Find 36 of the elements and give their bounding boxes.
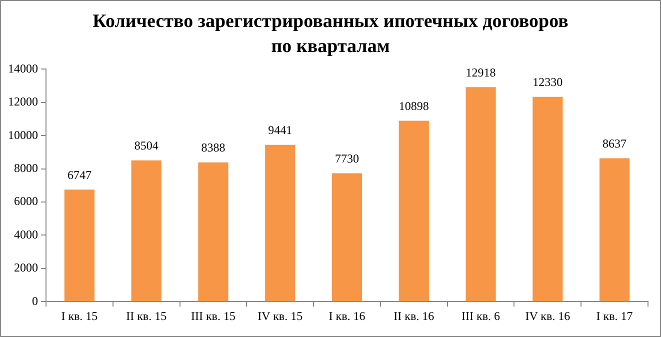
x-tick-label: I кв. 17 (596, 308, 633, 323)
y-tick-label: 8000 (14, 160, 38, 175)
bar (64, 190, 94, 302)
bar (466, 87, 496, 302)
y-tick-label: 2000 (14, 260, 38, 275)
bar (265, 144, 296, 302)
y-tick-label: 4000 (14, 227, 38, 242)
x-tick-label: II кв. 16 (394, 308, 434, 323)
x-tick-label: I кв. 15 (61, 308, 98, 323)
x-tick-label: III кв. 15 (190, 308, 236, 323)
x-tick-label: I кв. 16 (328, 308, 366, 323)
data-label: 6747 (67, 168, 92, 182)
bar (398, 120, 429, 302)
data-label: 12330 (532, 75, 563, 90)
chart-title: Количество зарегистрированных ипотечных договоров по кварталам (92, 10, 570, 59)
y-tick-label: 14000 (8, 61, 38, 76)
x-tick-label: IV кв. 16 (525, 308, 570, 323)
y-tick-label: 0 (32, 294, 38, 308)
bar (332, 173, 362, 302)
x-tick-label: IV кв. 15 (258, 308, 303, 323)
data-label: 8388 (201, 140, 226, 155)
bar (532, 96, 563, 302)
y-tick-label: 10000 (8, 128, 38, 142)
bar (198, 162, 228, 302)
data-label: 9441 (268, 123, 292, 138)
y-tick-label: 12000 (8, 94, 38, 109)
bar (600, 158, 630, 302)
y-tick-label: 6000 (14, 194, 38, 208)
x-tick-label: III кв. 6 (462, 308, 500, 323)
data-label: 12918 (466, 65, 496, 80)
data-label: 8504 (134, 138, 158, 153)
data-label: 7730 (335, 151, 359, 166)
data-label: 10898 (398, 98, 429, 113)
data-label: 8637 (602, 136, 627, 150)
bar (131, 160, 162, 302)
x-tick-label: II кв. 15 (126, 308, 167, 323)
